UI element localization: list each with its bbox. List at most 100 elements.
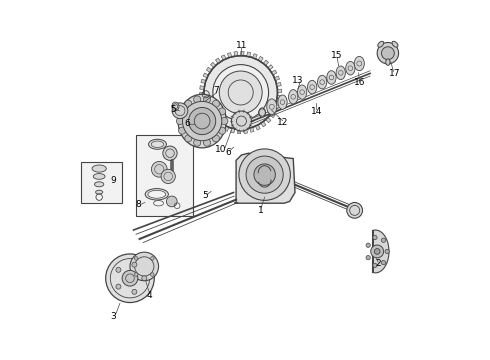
Text: 1: 1 [258, 206, 264, 215]
Bar [81, 162, 122, 203]
Polygon shape [275, 102, 281, 106]
Polygon shape [277, 95, 282, 99]
Polygon shape [203, 73, 208, 78]
Polygon shape [250, 127, 254, 132]
Polygon shape [271, 70, 277, 75]
Circle shape [371, 245, 384, 258]
Ellipse shape [278, 95, 287, 109]
Circle shape [176, 117, 184, 125]
Polygon shape [247, 52, 251, 57]
Ellipse shape [308, 80, 317, 94]
Ellipse shape [336, 66, 345, 80]
Circle shape [203, 96, 211, 103]
Ellipse shape [392, 41, 398, 47]
Polygon shape [199, 93, 204, 96]
Text: 13: 13 [292, 76, 304, 85]
Ellipse shape [259, 108, 266, 117]
Ellipse shape [354, 57, 364, 71]
Circle shape [172, 103, 188, 118]
Polygon shape [273, 107, 278, 112]
Circle shape [179, 108, 186, 115]
Circle shape [151, 161, 167, 177]
Ellipse shape [92, 165, 106, 172]
Polygon shape [268, 65, 273, 70]
Text: 6: 6 [184, 119, 190, 128]
Circle shape [182, 102, 222, 141]
Text: 5: 5 [202, 191, 208, 200]
Ellipse shape [346, 62, 355, 75]
Circle shape [130, 252, 159, 281]
Circle shape [161, 169, 175, 184]
Circle shape [212, 135, 220, 142]
Circle shape [366, 256, 370, 260]
Ellipse shape [378, 41, 384, 47]
Circle shape [373, 235, 377, 240]
Polygon shape [201, 79, 206, 84]
Text: 5: 5 [171, 105, 176, 114]
Polygon shape [237, 129, 241, 134]
Polygon shape [218, 123, 223, 129]
Circle shape [132, 289, 137, 294]
Ellipse shape [267, 99, 277, 114]
Circle shape [374, 249, 380, 254]
Circle shape [163, 146, 177, 160]
Ellipse shape [93, 174, 105, 179]
Polygon shape [253, 54, 257, 59]
Polygon shape [221, 55, 226, 60]
Ellipse shape [148, 190, 166, 198]
Text: 2: 2 [375, 260, 381, 269]
Polygon shape [263, 60, 269, 66]
Ellipse shape [148, 139, 167, 149]
Text: 3: 3 [111, 312, 117, 321]
Polygon shape [372, 230, 389, 273]
Circle shape [213, 64, 269, 120]
Text: 9: 9 [111, 176, 117, 185]
Polygon shape [276, 82, 281, 86]
Circle shape [381, 238, 386, 242]
Polygon shape [244, 129, 247, 134]
Circle shape [194, 139, 201, 146]
Circle shape [381, 261, 386, 265]
Polygon shape [234, 153, 295, 203]
Circle shape [150, 257, 154, 260]
Polygon shape [205, 110, 210, 115]
Polygon shape [266, 117, 271, 123]
Polygon shape [241, 51, 244, 56]
Polygon shape [277, 89, 282, 93]
Polygon shape [200, 86, 204, 89]
Ellipse shape [178, 94, 226, 148]
Circle shape [203, 139, 211, 146]
Polygon shape [216, 58, 220, 63]
Circle shape [246, 156, 283, 193]
Ellipse shape [172, 102, 179, 111]
Polygon shape [224, 126, 229, 131]
Ellipse shape [318, 75, 327, 89]
Text: 15: 15 [331, 51, 343, 60]
Polygon shape [234, 51, 238, 56]
Circle shape [347, 203, 363, 218]
Circle shape [231, 111, 251, 131]
Text: 6: 6 [225, 148, 231, 157]
Circle shape [254, 164, 275, 185]
Polygon shape [261, 122, 266, 127]
Polygon shape [206, 67, 212, 72]
Circle shape [185, 100, 192, 107]
Circle shape [381, 47, 394, 60]
Circle shape [116, 284, 121, 289]
Circle shape [212, 100, 220, 107]
Circle shape [219, 127, 226, 134]
Circle shape [385, 249, 390, 253]
Text: 8: 8 [136, 200, 142, 209]
Circle shape [179, 127, 186, 134]
Circle shape [132, 262, 137, 267]
Circle shape [377, 42, 398, 64]
Text: 7: 7 [214, 86, 220, 95]
Ellipse shape [96, 190, 103, 194]
Circle shape [219, 108, 226, 115]
Circle shape [167, 196, 177, 207]
Ellipse shape [289, 90, 298, 104]
Text: 17: 17 [389, 69, 401, 78]
Polygon shape [231, 128, 235, 133]
Bar [136, 135, 193, 216]
Polygon shape [202, 104, 207, 109]
